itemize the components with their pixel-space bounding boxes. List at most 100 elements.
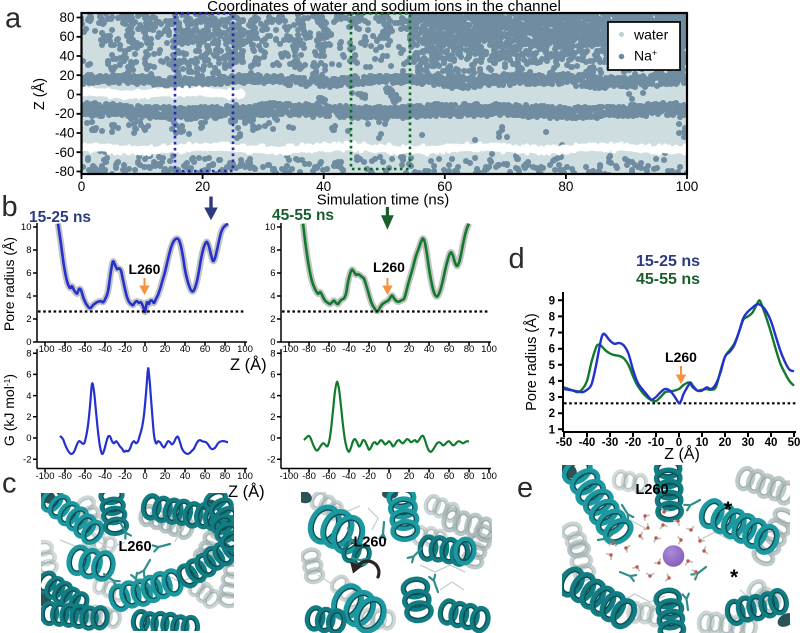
svg-text:4: 4 [549, 376, 556, 388]
svg-text:6: 6 [26, 268, 31, 279]
svg-text:100: 100 [481, 344, 497, 355]
svg-text:-80: -80 [58, 344, 72, 355]
svg-text:-60: -60 [322, 344, 336, 355]
svg-text:-40: -40 [342, 471, 356, 482]
svg-text:Z (Å): Z (Å) [228, 482, 265, 501]
svg-text:20: 20 [59, 68, 74, 83]
svg-text:100: 100 [676, 179, 699, 194]
svg-text:2: 2 [26, 314, 31, 325]
svg-text:6: 6 [26, 370, 31, 381]
svg-text:8: 8 [270, 348, 275, 359]
svg-text:G (kJ mol-1): G (kJ mol-1) [1, 374, 17, 446]
svg-text:-40: -40 [55, 126, 75, 141]
svg-text:Z (Å): Z (Å) [31, 78, 48, 110]
svg-text:-10: -10 [648, 437, 665, 449]
svg-text:40: 40 [180, 344, 191, 355]
svg-text:1: 1 [549, 424, 556, 436]
svg-text:-20: -20 [362, 344, 376, 355]
svg-text:9: 9 [549, 295, 555, 307]
svg-text:80: 80 [464, 471, 475, 482]
svg-text:d: d [509, 243, 525, 275]
svg-text:-80: -80 [55, 164, 75, 179]
svg-text:40: 40 [765, 437, 778, 449]
svg-text:L260: L260 [665, 349, 697, 365]
svg-text:-2: -2 [23, 454, 31, 465]
svg-text:water: water [633, 27, 669, 43]
svg-text:60: 60 [444, 344, 455, 355]
svg-text:Na+: Na+ [634, 48, 657, 64]
svg-text:L260: L260 [373, 259, 405, 275]
svg-text:-100: -100 [279, 471, 298, 482]
svg-text:10: 10 [696, 437, 709, 449]
svg-text:45-55 ns: 45-55 ns [636, 271, 700, 288]
svg-text:-60: -60 [55, 145, 75, 160]
svg-text:4: 4 [26, 391, 31, 402]
svg-text:e: e [517, 472, 533, 504]
svg-text:60: 60 [437, 179, 452, 194]
svg-text:40: 40 [59, 49, 74, 64]
svg-text:0: 0 [67, 87, 75, 102]
svg-text:8: 8 [26, 348, 31, 359]
svg-text:45-55 ns: 45-55 ns [272, 207, 334, 224]
svg-text:6: 6 [549, 344, 555, 356]
svg-text:0: 0 [676, 437, 682, 449]
svg-text:0: 0 [386, 344, 391, 355]
svg-text:20: 20 [719, 437, 732, 449]
svg-text:2: 2 [270, 412, 275, 423]
svg-text:15-25 ns: 15-25 ns [636, 253, 700, 270]
svg-text:-60: -60 [78, 471, 92, 482]
svg-text:*: * [730, 566, 739, 589]
svg-text:*: * [724, 498, 733, 521]
svg-text:-2: -2 [267, 454, 275, 465]
svg-text:40: 40 [316, 179, 331, 194]
svg-text:b: b [2, 191, 18, 223]
svg-text:-60: -60 [78, 344, 92, 355]
svg-text:2: 2 [270, 314, 275, 325]
svg-text:80: 80 [220, 471, 231, 482]
svg-text:4: 4 [26, 291, 31, 302]
svg-text:-80: -80 [58, 471, 72, 482]
svg-text:-20: -20 [55, 106, 75, 121]
svg-text:-80: -80 [302, 471, 316, 482]
svg-text:Pore radius (Å): Pore radius (Å) [523, 313, 540, 411]
svg-text:-30: -30 [602, 437, 619, 449]
svg-text:100: 100 [481, 471, 497, 482]
svg-text:Z (Å): Z (Å) [230, 355, 267, 374]
svg-text:a: a [5, 3, 22, 35]
svg-text:40: 40 [424, 471, 435, 482]
svg-text:4: 4 [270, 291, 275, 302]
svg-text:0: 0 [270, 337, 275, 348]
svg-text:0: 0 [386, 471, 391, 482]
svg-text:-40: -40 [98, 471, 112, 482]
svg-text:20: 20 [404, 471, 415, 482]
svg-text:-40: -40 [342, 344, 356, 355]
svg-text:8: 8 [549, 311, 556, 323]
svg-text:8: 8 [26, 245, 31, 256]
svg-text:-60: -60 [322, 471, 336, 482]
svg-text:60: 60 [200, 344, 211, 355]
svg-text:-20: -20 [362, 471, 376, 482]
svg-text:-100: -100 [35, 471, 54, 482]
svg-text:-50: -50 [556, 437, 573, 449]
svg-text:Pore radius (Å): Pore radius (Å) [1, 237, 17, 331]
svg-text:60: 60 [59, 29, 74, 44]
svg-text:10: 10 [265, 222, 276, 233]
svg-text:-20: -20 [118, 471, 132, 482]
svg-text:8: 8 [270, 245, 275, 256]
svg-text:-20: -20 [625, 437, 642, 449]
svg-text:c: c [2, 468, 17, 500]
svg-text:Coordinates of water and sodiu: Coordinates of water and sodium ions in … [207, 0, 561, 15]
svg-text:40: 40 [180, 471, 191, 482]
svg-text:100: 100 [237, 471, 253, 482]
svg-text:0: 0 [142, 344, 147, 355]
svg-text:0: 0 [26, 433, 31, 444]
svg-text:2: 2 [26, 412, 31, 423]
svg-text:3: 3 [549, 392, 555, 404]
svg-text:60: 60 [444, 471, 455, 482]
svg-text:-80: -80 [302, 344, 316, 355]
svg-text:2: 2 [549, 408, 555, 420]
svg-text:4: 4 [270, 391, 275, 402]
svg-text:6: 6 [270, 268, 275, 279]
svg-text:0: 0 [78, 179, 86, 194]
svg-text:0: 0 [142, 471, 147, 482]
